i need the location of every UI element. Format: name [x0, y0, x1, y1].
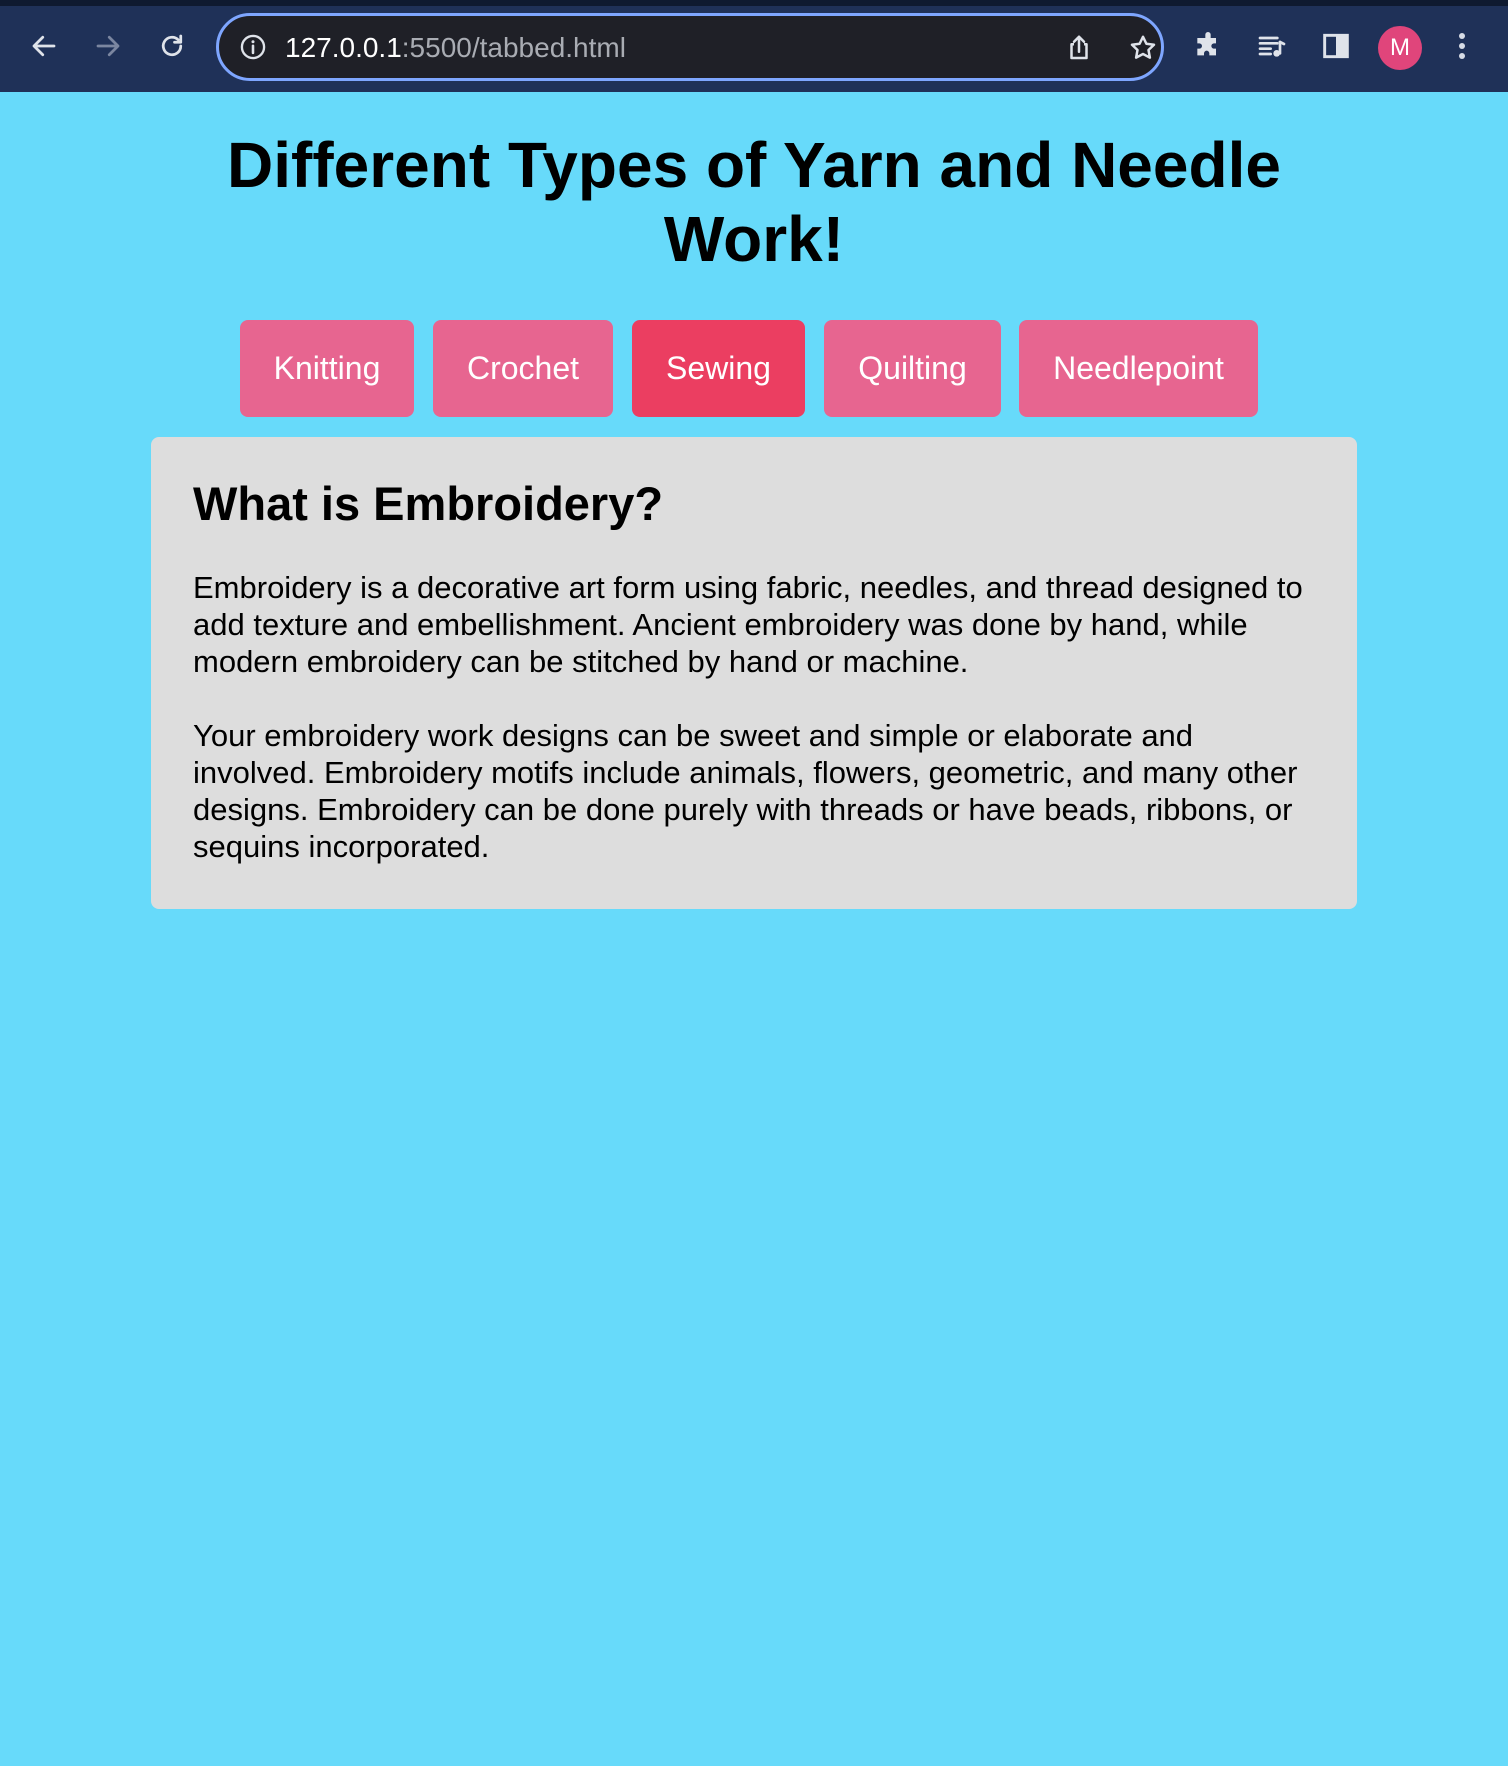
share-icon [1070, 35, 1088, 60]
tab-needlepoint[interactable]: Needlepoint [1019, 320, 1258, 417]
panel-heading: What is Embroidery? [193, 477, 664, 530]
back-button[interactable] [24, 26, 64, 66]
media-queue-icon [1258, 36, 1286, 57]
tab-crochet[interactable]: Crochet [433, 320, 613, 417]
star-icon [1130, 35, 1156, 59]
browser-toolbar: 127.0.0.1:5500/tabbed.html [0, 0, 1508, 92]
url-text[interactable]: 127.0.0.1:5500/tabbed.html [285, 32, 626, 64]
menu-dot [1459, 43, 1465, 49]
bookmark-button[interactable] [1126, 31, 1160, 65]
arrow-left-icon [32, 35, 56, 57]
more-vert-icon[interactable] [1452, 28, 1472, 64]
info-icon[interactable] [239, 33, 267, 61]
reload-icon [161, 34, 183, 57]
side-panel-icon [1323, 33, 1349, 59]
profile-avatar[interactable]: M [1378, 26, 1422, 70]
url-path: :5500/tabbed.html [401, 32, 626, 63]
arrow-right-icon [96, 35, 120, 57]
menu-dot [1459, 53, 1465, 59]
page-title: Different Types of Yarn and Needle Work! [227, 129, 1281, 275]
extensions-button[interactable] [1190, 28, 1226, 64]
share-button[interactable] [1062, 31, 1096, 65]
address-bar[interactable]: 127.0.0.1:5500/tabbed.html [216, 13, 1164, 81]
panel-paragraph: Embroidery is a decorative art form usin… [193, 570, 1303, 679]
puzzle-icon [1197, 32, 1216, 56]
url-host: 127.0.0.1 [285, 32, 402, 63]
media-button[interactable] [1254, 28, 1290, 64]
tab-bar: Knitting Crochet Sewing Quilting Needlep… [0, 320, 1508, 417]
tab-sewing[interactable]: Sewing [632, 320, 805, 417]
tab-knitting[interactable]: Knitting [240, 320, 414, 417]
menu-dot [1459, 33, 1465, 39]
tab-strip-edge [0, 0, 1508, 6]
reload-button[interactable] [152, 26, 192, 66]
side-panel-button[interactable] [1318, 28, 1354, 64]
tab-content-panel: What is Embroidery? Embroidery is a deco… [151, 437, 1357, 909]
forward-button[interactable] [88, 26, 128, 66]
tab-quilting[interactable]: Quilting [824, 320, 1001, 417]
panel-paragraph: Your embroidery work designs can be swee… [193, 718, 1298, 864]
